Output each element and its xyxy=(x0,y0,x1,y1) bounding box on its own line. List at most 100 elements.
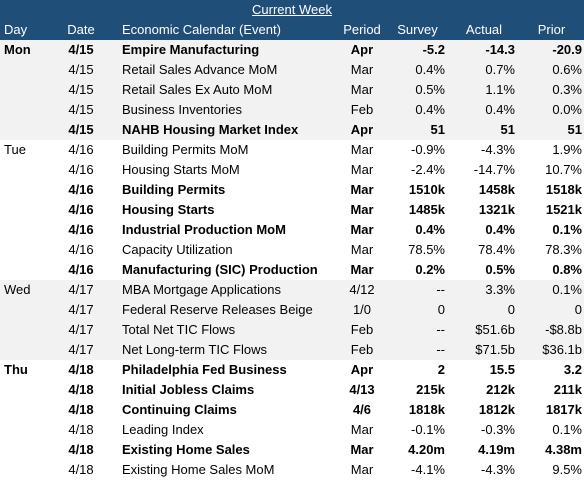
table-row: 4/15 Retail Sales Ex Auto MoM Mar 0.5% 1.1% 0… xyxy=(0,80,584,100)
cell-period: Apr xyxy=(350,122,374,137)
header-row: Day Date Economic Calendar (Event) Perio… xyxy=(0,20,584,40)
cell-prior: -$8.8b xyxy=(545,322,582,337)
cell-day xyxy=(0,80,60,100)
cell-prior: 4.38m xyxy=(545,442,582,457)
cell-actual: -0.3% xyxy=(481,422,515,437)
cell-period: Mar xyxy=(350,262,374,277)
cell-period: Apr xyxy=(350,42,374,57)
cell-day: Tue xyxy=(4,142,26,157)
cell-prior: -20.9 xyxy=(552,42,582,57)
cell-actual: 0.5% xyxy=(485,262,515,277)
cell-event: Business Inventories xyxy=(122,102,242,117)
table-row: 4/17 Net Long-term TIC Flows Feb -- $71.5b $3… xyxy=(0,340,584,360)
cell-actual: 0.4% xyxy=(485,222,515,237)
table-row: 4/16 Housing Starts MoM Mar -2.4% -14.7% 10.7… xyxy=(0,160,584,180)
cell-survey: -0.1% xyxy=(411,422,445,437)
cell-prior: 9.5% xyxy=(552,462,582,477)
cell-actual: -14.7% xyxy=(473,162,515,177)
header-period: Period xyxy=(343,22,381,37)
cell-actual: 1321k xyxy=(478,202,515,217)
cell-prior: 0 xyxy=(574,302,582,317)
cell-period: Feb xyxy=(350,102,374,117)
cell-date: 4/18 xyxy=(68,402,94,417)
cell-day xyxy=(0,320,60,340)
cell-event: MBA Mortgage Applications xyxy=(122,282,281,297)
cell-date: 4/15 xyxy=(68,82,94,97)
cell-day xyxy=(0,240,60,260)
table-row: 4/15 NAHB Housing Market Index Apr 51 51 51 xyxy=(0,120,584,140)
cell-survey: 0.4% xyxy=(415,62,445,77)
cell-prior: 1.9% xyxy=(552,142,582,157)
cell-date: 4/16 xyxy=(68,242,94,257)
cell-period: Mar xyxy=(350,182,374,197)
cell-actual: -14.3 xyxy=(485,42,515,57)
cell-survey: 0 xyxy=(437,302,445,317)
table-row: 4/17 Federal Reserve Releases Beige 1/0 0 0 0 xyxy=(0,300,584,320)
cell-period: Mar xyxy=(350,82,374,97)
cell-day xyxy=(0,180,60,200)
cell-prior: 51 xyxy=(567,122,582,137)
cell-date: 4/18 xyxy=(68,382,94,397)
cell-day xyxy=(0,340,60,360)
cell-date: 4/15 xyxy=(68,42,94,57)
header-actual: Actual xyxy=(465,22,503,37)
cell-survey: 0.5% xyxy=(415,82,445,97)
cell-period: Mar xyxy=(350,222,374,237)
cell-day: Mon xyxy=(4,42,31,57)
cell-day xyxy=(0,440,60,460)
cell-event: Empire Manufacturing xyxy=(122,42,260,57)
cell-survey: 0.4% xyxy=(415,222,445,237)
table-body: Mon 4/15 Empire Manufacturing Apr -5.2 -14.3 -… xyxy=(0,40,584,480)
cell-date: 4/17 xyxy=(68,302,94,317)
cell-prior: 0.3% xyxy=(552,82,582,97)
cell-prior: 78.3% xyxy=(545,242,582,257)
cell-day xyxy=(0,100,60,120)
cell-period: 1/0 xyxy=(352,302,372,317)
cell-date: 4/15 xyxy=(68,122,94,137)
cell-date: 4/17 xyxy=(68,342,94,357)
cell-actual: -4.3% xyxy=(481,462,515,477)
cell-period: Apr xyxy=(350,362,374,377)
table-row: 4/16 Industrial Production MoM Mar 0.4% 0.4%… xyxy=(0,220,584,240)
cell-event: Philadelphia Fed Business xyxy=(122,362,287,377)
cell-day xyxy=(0,260,60,280)
cell-survey: 215k xyxy=(416,382,445,397)
cell-prior: 0.6% xyxy=(552,62,582,77)
cell-day xyxy=(0,220,60,240)
table-row: Wed 4/17 MBA Mortgage Applications 4/12 -- 3.… xyxy=(0,280,584,300)
cell-period: Mar xyxy=(350,202,374,217)
cell-prior: 211k xyxy=(553,382,582,397)
cell-survey: 1485k xyxy=(408,202,445,217)
cell-event: Initial Jobless Claims xyxy=(122,382,255,397)
cell-event: Net Long-term TIC Flows xyxy=(122,342,267,357)
cell-date: 4/16 xyxy=(68,162,94,177)
cell-period: Mar xyxy=(350,62,374,77)
cell-survey: 1510k xyxy=(408,182,445,197)
cell-actual: 15.5 xyxy=(489,362,515,377)
cell-event: Leading Index xyxy=(122,422,204,437)
cell-survey: -4.1% xyxy=(411,462,445,477)
table-row: 4/15 Business Inventories Feb 0.4% 0.4% 0.0% xyxy=(0,100,584,120)
table-row: 4/18 Initial Jobless Claims 4/13 215k 212k 21… xyxy=(0,380,584,400)
table-row: Thu 4/18 Philadelphia Fed Business Apr 2 15.5… xyxy=(0,360,584,380)
table-row: 4/17 Total Net TIC Flows Feb -- $51.6b -$8.8b xyxy=(0,320,584,340)
cell-prior: 1518k xyxy=(545,182,582,197)
cell-survey: -2.4% xyxy=(411,162,445,177)
cell-date: 4/17 xyxy=(68,282,94,297)
cell-period: Mar xyxy=(350,462,374,477)
cell-survey: -- xyxy=(436,342,445,357)
cell-actual: -4.3% xyxy=(481,142,515,157)
table-row: Tue 4/16 Building Permits MoM Mar -0.9% -4.3%… xyxy=(0,140,584,160)
cell-event: Retail Sales Advance MoM xyxy=(122,62,278,77)
cell-survey: 4.20m xyxy=(408,442,445,457)
cell-period: Mar xyxy=(350,422,374,437)
cell-date: 4/15 xyxy=(68,62,94,77)
cell-prior: 0.1% xyxy=(552,422,582,437)
table-banner: Current Week xyxy=(0,0,584,20)
cell-period: Feb xyxy=(350,322,374,337)
cell-prior: $36.1b xyxy=(542,342,582,357)
cell-survey: 2 xyxy=(437,362,445,377)
cell-survey: 0.4% xyxy=(415,102,445,117)
cell-actual: 1.1% xyxy=(485,82,515,97)
cell-prior: 0.1% xyxy=(552,222,582,237)
